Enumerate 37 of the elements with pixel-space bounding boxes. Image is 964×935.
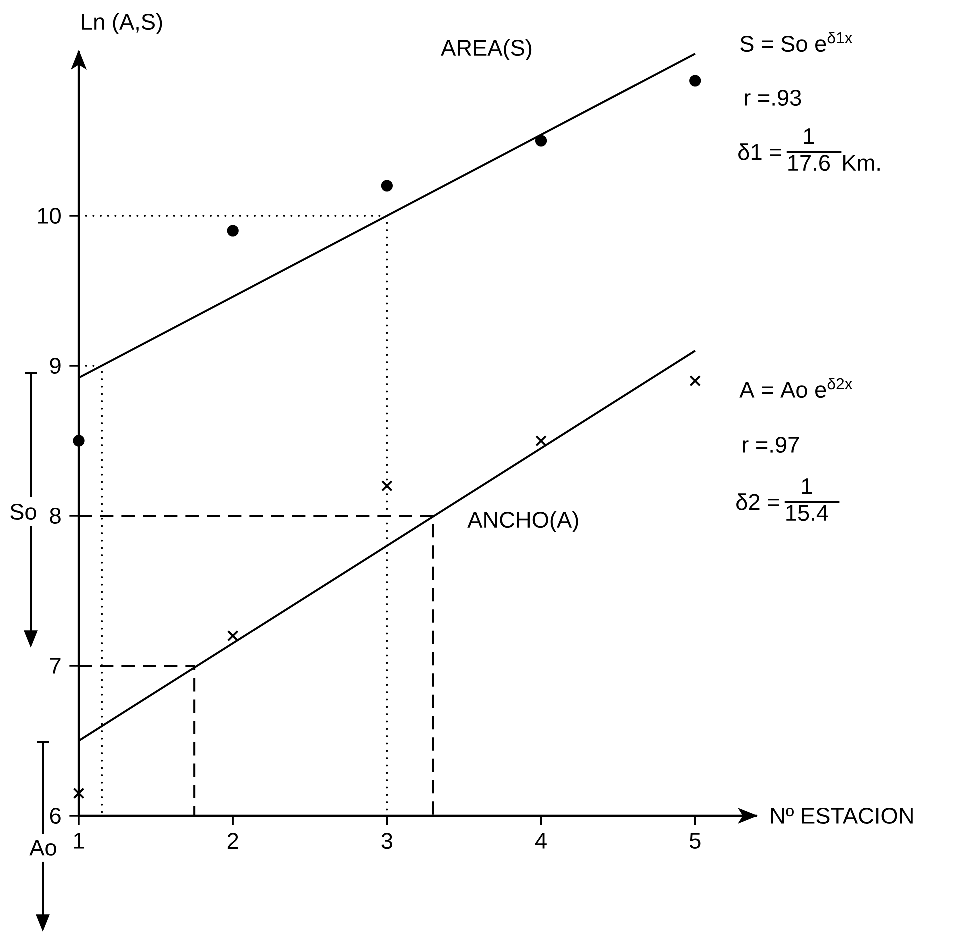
- y-tick-label: 7: [50, 658, 61, 674]
- point: [690, 75, 702, 87]
- y-tick-label: 10: [38, 208, 61, 224]
- text: 1: [804, 128, 814, 144]
- y-tick-label: 9: [50, 358, 61, 374]
- y-tick-label: 8: [50, 508, 61, 524]
- x-tick-label: 5: [690, 833, 701, 849]
- point: [227, 630, 239, 642]
- point: [381, 480, 393, 492]
- x-tick-label: 4: [535, 833, 547, 849]
- x-tick-label: 2: [228, 833, 238, 849]
- annotation: r =.97: [743, 436, 800, 454]
- point: [690, 375, 702, 387]
- point: [73, 788, 85, 800]
- annotation: AREA(S): [441, 39, 532, 61]
- annotation: δ1 =: [738, 144, 782, 160]
- text: 15.4: [786, 505, 828, 522]
- annotation: r =.93: [745, 90, 802, 106]
- point: [73, 435, 85, 447]
- annotation: A = Ao e$^{δ2x}$: [740, 378, 853, 398]
- annotation: ANCHO(A): [468, 511, 578, 533]
- text: 17.6: [788, 155, 830, 172]
- text: Km.: [844, 155, 880, 171]
- point: [535, 135, 548, 147]
- x-tick-label: 3: [382, 833, 392, 850]
- text: Ao: [30, 840, 56, 856]
- x-tick-label: 1: [74, 833, 84, 849]
- point: [536, 435, 547, 447]
- x-axis-title: Nº ESTACION: [771, 808, 913, 824]
- annotation: S = So e$^{δ1x}$: [740, 32, 853, 52]
- text: So: [10, 504, 36, 520]
- text: 1: [802, 478, 812, 494]
- annotation: δ2 =: [736, 494, 780, 510]
- y-axis-title: Ln (A,S): [82, 13, 162, 35]
- point: [381, 180, 393, 192]
- point: [227, 225, 239, 237]
- y-tick-label: 6: [50, 808, 61, 824]
